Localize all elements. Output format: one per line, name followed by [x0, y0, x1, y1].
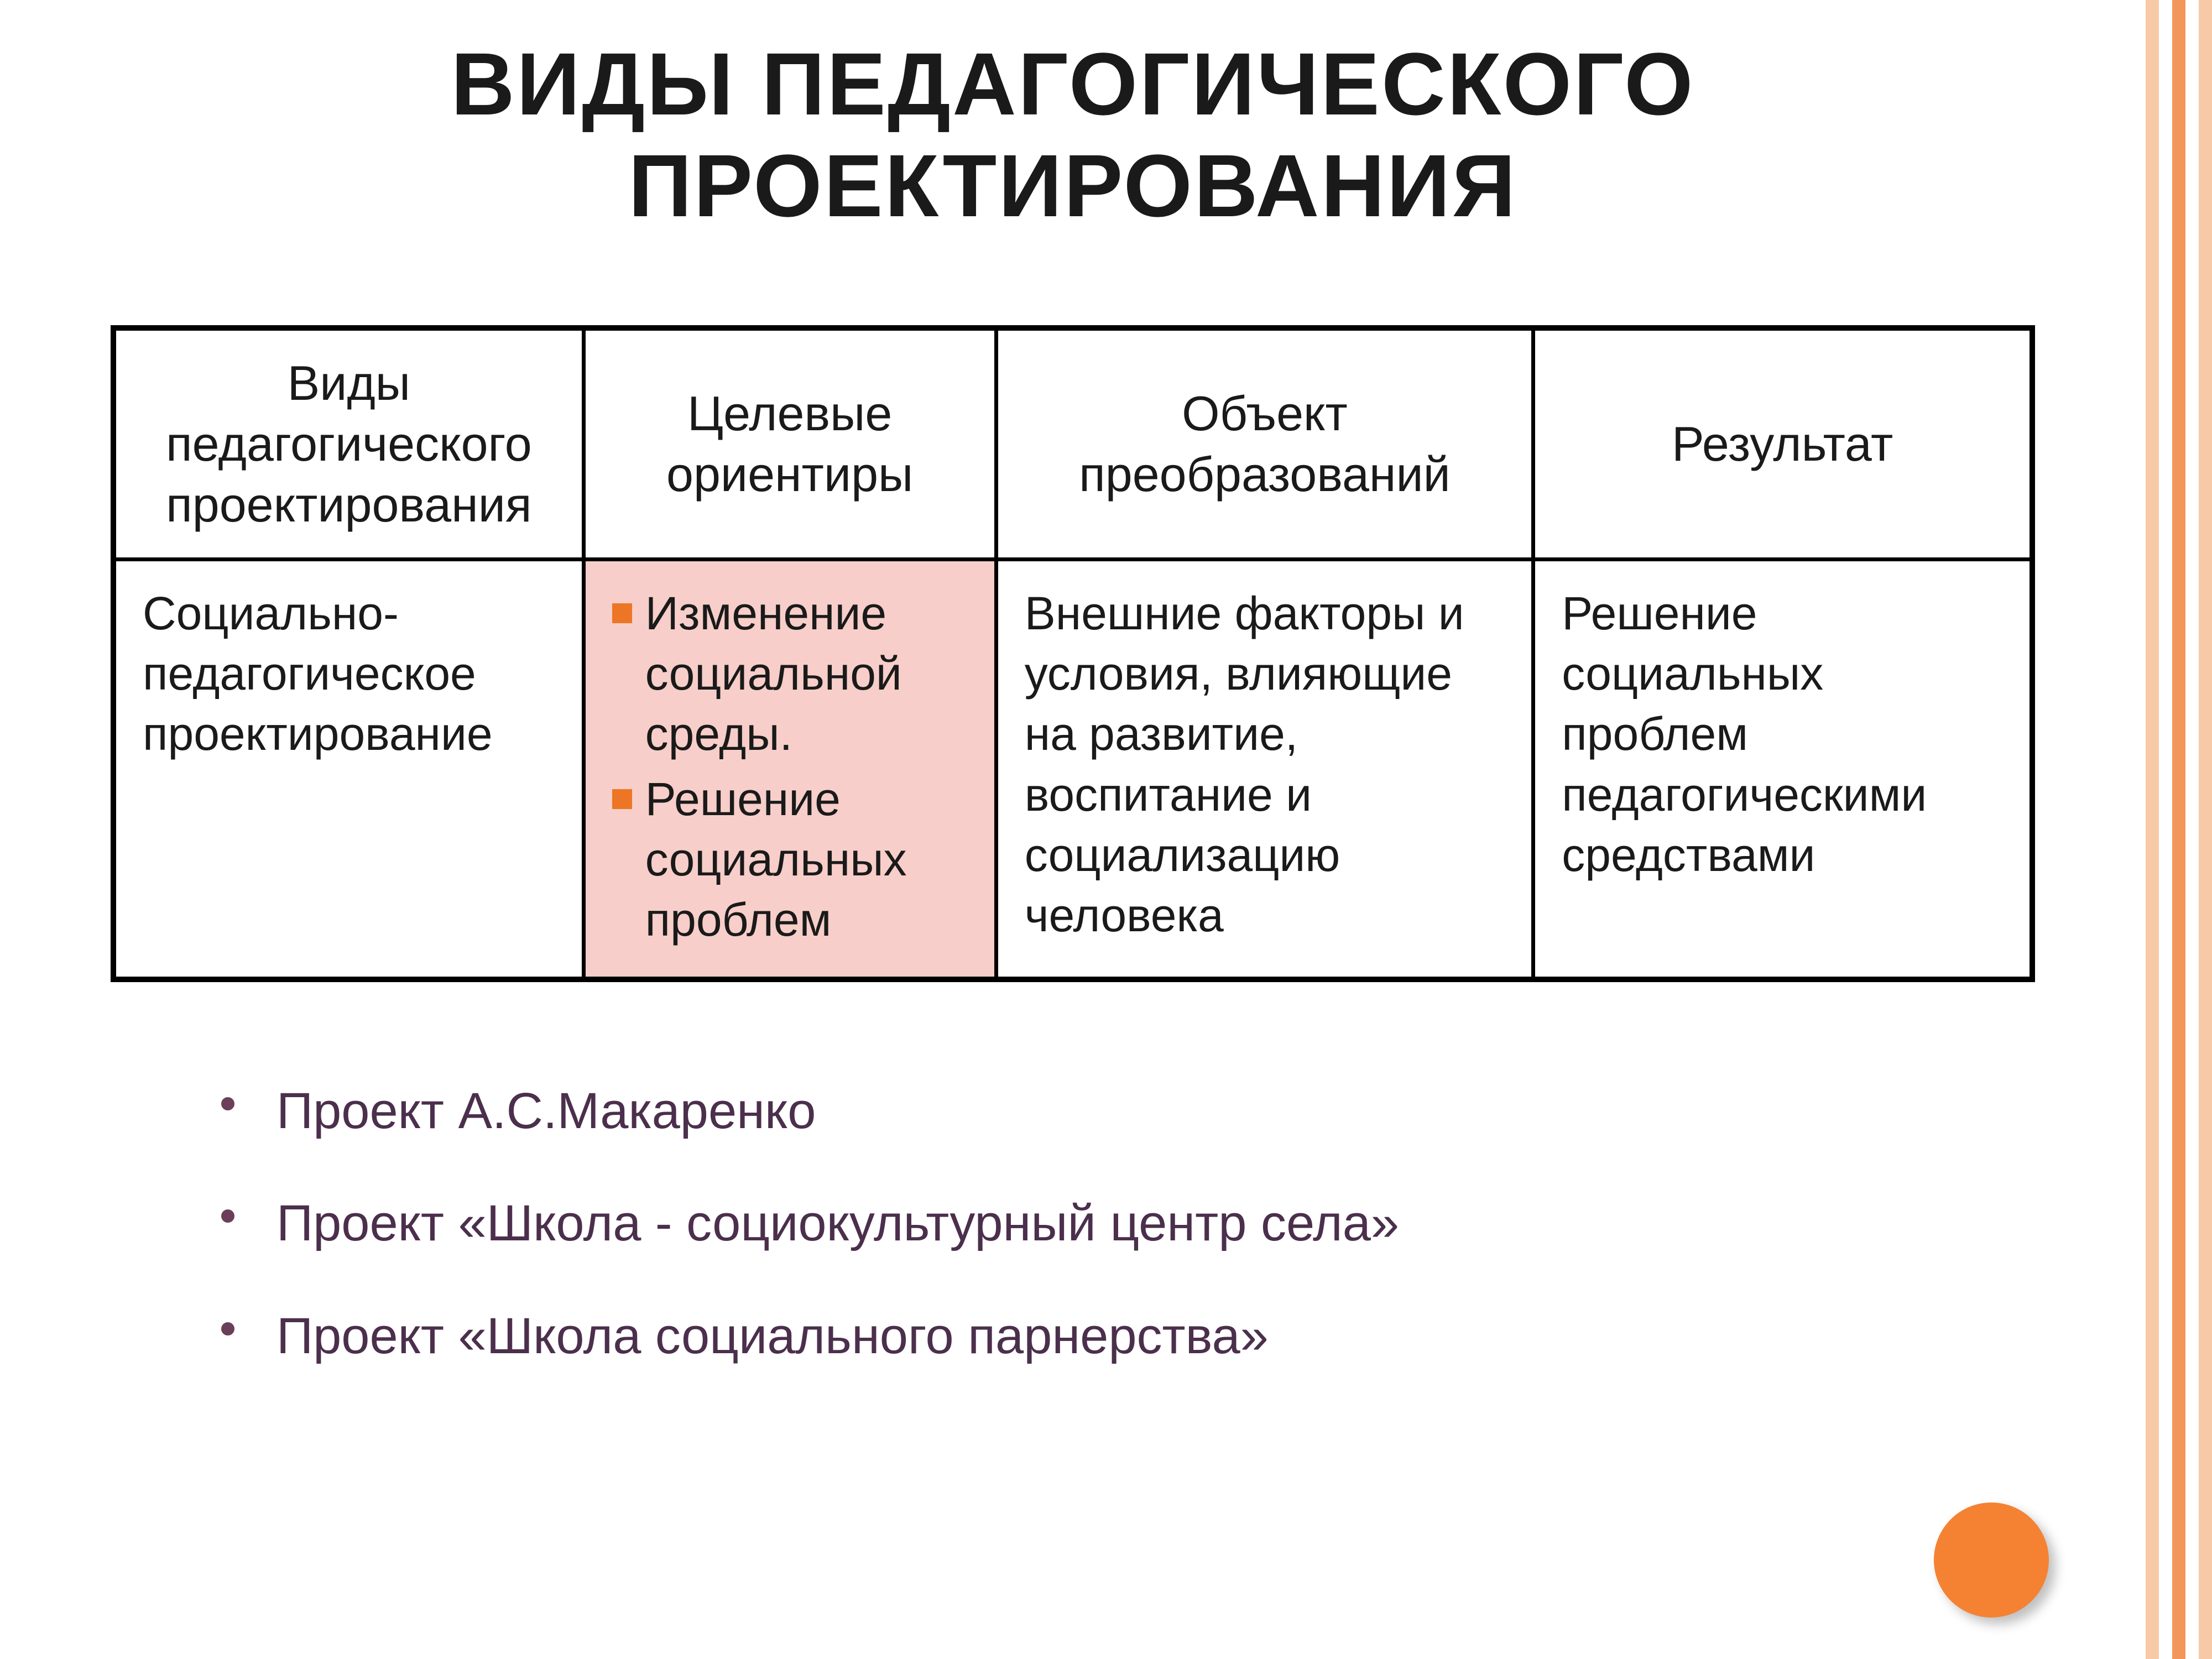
slide-body: ВИДЫ ПЕДАГОГИЧЕСКОГО ПРОЕКТИРОВАНИЯ Виды…: [0, 0, 2146, 1659]
table-row: Социально-педагогическое проектирование …: [113, 560, 2032, 980]
cell-result: Решение социальных проблем педагогически…: [1533, 560, 2032, 980]
slide-wrap: ВИДЫ ПЕДАГОГИЧЕСКОГО ПРОЕКТИРОВАНИЯ Виды…: [0, 0, 2212, 1659]
header-orientirs: Целевые ориентиры: [583, 328, 996, 560]
cell-orientirs: Изменение социальной среды. Решение соци…: [583, 560, 996, 980]
stripe-3: [2172, 0, 2185, 1659]
list-item-1: Проект А.С.Макаренко: [221, 1071, 2035, 1152]
cell-kind: Социально-педагогическое проектирование: [113, 560, 583, 980]
inner-bullet-1-text: Изменение социальной среды.: [645, 587, 902, 760]
list-item-2: Проект «Школа - социокультурный центр се…: [221, 1183, 2035, 1264]
stripe-1: [2146, 0, 2159, 1659]
inner-bullet-1: Изменение социальной среды.: [612, 583, 968, 765]
stripe-5: [2199, 0, 2212, 1659]
edge-stripes: [2146, 0, 2212, 1659]
header-kinds: Виды педагогического проектирования: [113, 328, 583, 560]
project-bullet-list: Проект А.С.Макаренко Проект «Школа - соц…: [221, 1071, 2035, 1408]
stripe-2: [2159, 0, 2172, 1659]
list-item-3: Проект «Школа социального парнерства»: [221, 1296, 2035, 1377]
table-header-row: Виды педагогического проектирования Целе…: [113, 328, 2032, 560]
cell-object: Внешние факторы и условия, влияющие на р…: [996, 560, 1533, 980]
header-result: Результат: [1533, 328, 2032, 560]
header-object: Объект преобразований: [996, 328, 1533, 560]
circle-decoration-icon: [1934, 1503, 2049, 1618]
inner-bullets: Изменение социальной среды. Решение соци…: [612, 583, 968, 950]
list-item-3-text: Проект «Школа социального парнерства»: [276, 1308, 1269, 1364]
stripe-4: [2185, 0, 2199, 1659]
inner-bullet-2-text: Решение социальных проблем: [645, 773, 907, 946]
list-item-1-text: Проект А.С.Макаренко: [276, 1083, 816, 1139]
page-title: ВИДЫ ПЕДАГОГИЧЕСКОГО ПРОЕКТИРОВАНИЯ: [111, 33, 2035, 237]
inner-bullet-2: Решение социальных проблем: [612, 769, 968, 951]
list-item-2-text: Проект «Школа - социокультурный центр се…: [276, 1195, 1399, 1251]
main-table: Виды педагогического проектирования Целе…: [111, 325, 2035, 982]
